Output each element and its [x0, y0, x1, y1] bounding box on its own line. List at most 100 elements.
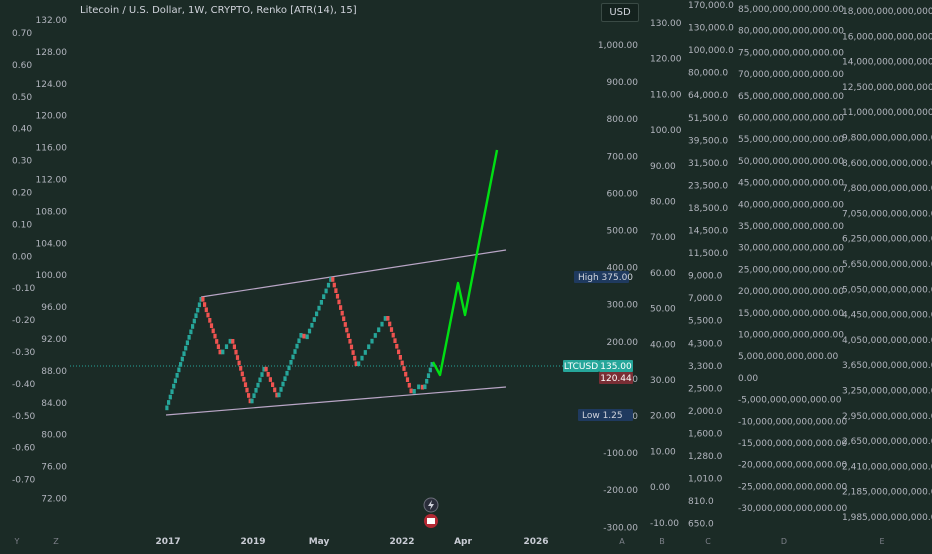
up-brick — [170, 389, 174, 394]
up-brick — [191, 324, 195, 329]
flag-icon[interactable] — [424, 514, 438, 528]
axis-C-tick-label: 39,500.0 — [688, 136, 728, 146]
down-brick — [349, 344, 354, 350]
axis-Z-tick-label: 116.00 — [36, 144, 68, 154]
axis-E-tick-label: 3,250,000,000,000.00 — [842, 387, 932, 397]
up-brick — [262, 366, 266, 372]
axis-D-tick-label: -10,000,000,000,000.00 — [738, 417, 847, 427]
down-brick — [337, 299, 341, 305]
down-brick — [243, 382, 248, 387]
up-brick — [357, 361, 361, 367]
up-brick — [250, 398, 254, 404]
up-brick — [196, 307, 200, 313]
time-axis[interactable]: 2017 2019 May 2022 Apr 2026 Y Z A B C D E — [14, 537, 885, 547]
projection-line[interactable] — [431, 149, 499, 377]
axis-Y-tick-label: -0.60 — [12, 444, 36, 454]
axis-D-tick-label: 65,000,000,000,000.00 — [738, 92, 844, 102]
down-brick — [232, 344, 236, 350]
up-brick — [194, 313, 198, 318]
up-brick — [281, 381, 285, 387]
price-axes[interactable]: 0.70 0.60 0.50 0.40 0.30 0.20 0.10 0.00 -0.10 -0.… — [12, 1, 932, 533]
down-brick — [237, 360, 241, 366]
down-brick — [346, 333, 350, 338]
lightning-icon[interactable] — [423, 497, 439, 513]
up-brick — [425, 378, 429, 384]
up-brick — [172, 383, 176, 389]
axis-E-tick-label: 2,950,000,000,000.00 — [842, 412, 932, 422]
axis-E-tick-label: 2,185,000,000,000.00 — [842, 488, 932, 498]
down-brick — [342, 316, 346, 322]
down-brick — [201, 296, 205, 302]
axis-E-tick-label: 5,050,000,000,000.00 — [842, 285, 932, 295]
down-brick — [420, 384, 425, 390]
axis-E-tick-label: 2,650,000,000,000.00 — [842, 437, 932, 447]
down-brick — [242, 376, 246, 382]
x-tick-label: 2022 — [389, 537, 414, 547]
axis-C-tick-label: 51,500.0 — [688, 114, 728, 124]
x-tick-label: Apr — [454, 537, 472, 547]
axis-Z-tick-label: 76.00 — [41, 463, 67, 473]
down-brick — [340, 310, 344, 316]
down-brick — [302, 333, 306, 339]
down-brick — [353, 355, 357, 361]
axis-A-tick-label: -300.00 — [603, 523, 638, 533]
up-brick — [295, 343, 299, 349]
down-brick — [231, 339, 235, 344]
axis-E-tick-label: 11,000,000,000,000.00 — [842, 108, 932, 118]
axis-A-tick-label: 400.00 — [607, 264, 639, 274]
up-brick — [260, 372, 264, 377]
down-brick — [239, 366, 243, 371]
axis-E-tick-label: 8,600,000,000,000.00 — [842, 159, 932, 169]
up-brick — [291, 354, 295, 360]
axis-D-tick-label: 5,000,000,000,000.00 — [738, 352, 838, 362]
axis-C-tick-label: 2,000.0 — [688, 407, 723, 417]
axis-E-tick-label: 14,000,000,000,000.00 — [842, 58, 932, 68]
up-brick — [297, 338, 301, 344]
axis-B-tick-label: 10.00 — [650, 447, 676, 457]
up-brick — [277, 392, 281, 398]
channel-lines[interactable] — [165, 249, 507, 416]
axis-Y-tick-label: -0.30 — [12, 348, 36, 358]
down-brick — [397, 349, 401, 355]
axis-Z-tick-label: 120.00 — [36, 112, 68, 122]
down-brick — [386, 316, 390, 321]
up-brick — [383, 316, 387, 321]
down-brick — [271, 382, 275, 387]
axis-A-tick-label: -200.00 — [603, 486, 638, 496]
axis-C-tick-label: 100,000.0 — [688, 46, 734, 56]
down-brick — [332, 282, 336, 288]
up-brick — [299, 333, 303, 338]
down-brick — [218, 349, 222, 355]
axis-B-tick-label: 120.00 — [650, 55, 682, 65]
scale-letter: C — [705, 537, 711, 546]
prev-price-tag-box — [599, 372, 633, 384]
up-brick — [197, 302, 201, 308]
axis-D-tick-label: 60,000,000,000,000.00 — [738, 114, 844, 124]
axis-B-tick-label: 50.00 — [650, 305, 676, 315]
up-brick — [182, 351, 186, 356]
down-brick — [275, 392, 279, 398]
axis-D-tick-label: 80,000,000,000,000.00 — [738, 27, 844, 37]
low-label: Low 1.25 — [582, 411, 623, 421]
axis-E-tick-label: 2,410,000,000,000.00 — [842, 462, 932, 472]
axis-Z-tick-label: 92.00 — [41, 335, 67, 345]
up-brick — [285, 370, 289, 376]
axis-D-tick-label: 10,000,000,000,000.00 — [738, 331, 844, 341]
axis-Z-tick-label: 124.00 — [36, 80, 68, 90]
high-label: High 375.00 — [578, 273, 633, 283]
axis-A-tick-label: 500.00 — [607, 227, 639, 237]
axis-C-tick-label: 650.0 — [688, 520, 714, 530]
down-brick — [398, 355, 402, 360]
up-brick — [175, 373, 179, 378]
axis-D-tick-label: -20,000,000,000,000.00 — [738, 461, 847, 471]
up-brick — [370, 338, 374, 344]
currency-button[interactable]: USD — [601, 3, 639, 22]
down-brick — [405, 377, 410, 382]
axis-Z-tick-label: 112.00 — [36, 176, 68, 186]
axis-Y-tick-label: 0.50 — [12, 93, 32, 103]
down-brick — [216, 344, 220, 349]
up-brick — [315, 311, 319, 317]
axis-Z-tick-label: 80.00 — [41, 431, 67, 441]
